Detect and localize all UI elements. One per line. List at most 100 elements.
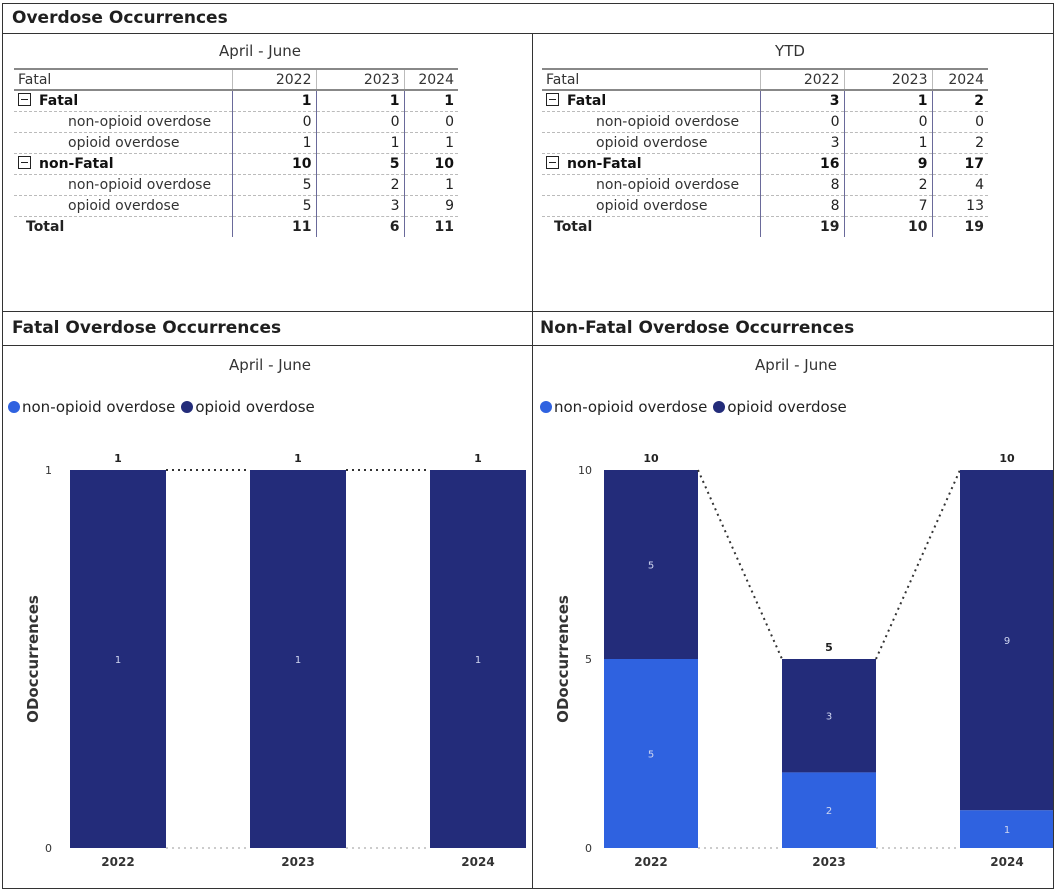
header-year[interactable]: 2023 <box>844 69 932 90</box>
header-year[interactable]: 2023 <box>316 69 404 90</box>
row-label-cell: non-Fatal <box>542 153 760 174</box>
legend-swatch-non-opioid <box>8 401 20 413</box>
table-cell: 8 <box>760 195 844 216</box>
row-label: non-Fatal <box>567 156 642 172</box>
header-year[interactable]: 2022 <box>760 69 844 90</box>
legend-label[interactable]: non-opioid overdose <box>554 398 707 416</box>
row-label: non-opioid overdose <box>14 111 232 132</box>
table-cell: 11 <box>232 216 316 237</box>
table-row-group: Fatal 1 1 1 <box>14 90 458 111</box>
bar-data-label: 2 <box>826 806 832 817</box>
collapse-icon[interactable] <box>18 156 31 169</box>
row-label: non-Fatal <box>39 156 114 172</box>
row-label: Total <box>542 216 760 237</box>
table-cell: 11 <box>404 216 458 237</box>
table-cell: 19 <box>932 216 988 237</box>
table-cell: 1 <box>232 132 316 153</box>
table-cell: 10 <box>844 216 932 237</box>
table-row-total: Total 19 10 19 <box>542 216 988 237</box>
row-label-cell: Fatal <box>542 90 760 111</box>
legend-label[interactable]: opioid overdose <box>195 398 314 416</box>
row-label: opioid overdose <box>14 132 232 153</box>
table-cell: 1 <box>844 90 932 111</box>
table-cell: 1 <box>404 90 458 111</box>
table-row-group: non-Fatal 16 9 17 <box>542 153 988 174</box>
table-cell: 17 <box>932 153 988 174</box>
bar-data-label: 5 <box>648 561 654 572</box>
header-year[interactable]: 2024 <box>404 69 458 90</box>
page-title: Overdose Occurrences <box>12 8 228 28</box>
table-cell: 13 <box>932 195 988 216</box>
table-cell: 5 <box>232 195 316 216</box>
table-cell: 3 <box>760 132 844 153</box>
bar-data-label: 1 <box>295 655 301 666</box>
x-tick-label: 2022 <box>101 855 134 869</box>
table-cell: 3 <box>316 195 404 216</box>
row-label: Total <box>14 216 232 237</box>
header-year[interactable]: 2022 <box>232 69 316 90</box>
table-cell: 1 <box>844 132 932 153</box>
collapse-icon[interactable] <box>546 156 559 169</box>
table-cell: 19 <box>760 216 844 237</box>
table-cell: 9 <box>404 195 458 216</box>
collapse-icon[interactable] <box>18 93 31 106</box>
table-row: opioid overdose 5 3 9 <box>14 195 458 216</box>
chart-title-divider <box>2 345 1054 346</box>
bar-data-label: 1 <box>115 655 121 666</box>
table-cell: 1 <box>316 132 404 153</box>
bar-data-label: 3 <box>826 712 832 723</box>
table-cell: 10 <box>232 153 316 174</box>
nonfatal-bar-chart: ODoccurrences051055102022235202319102024 <box>534 440 1053 886</box>
y-axis-label: ODoccurrences <box>24 595 42 723</box>
table-row-group: non-Fatal 10 5 10 <box>14 153 458 174</box>
fatal-bar-chart: ODoccurrences 0 1 1 1 2022 1 1 2023 1 1 2024 <box>4 440 531 886</box>
bar-total-label: 1 <box>114 452 122 465</box>
row-label-cell: non-Fatal <box>14 153 232 174</box>
x-tick-label: 2024 <box>990 855 1023 869</box>
row-label: opioid overdose <box>14 195 232 216</box>
table-row: non-opioid overdose 8 2 4 <box>542 174 988 195</box>
collapse-icon[interactable] <box>546 93 559 106</box>
table-row: non-opioid overdose 0 0 0 <box>542 111 988 132</box>
bar-total-label: 1 <box>474 452 482 465</box>
x-tick-label: 2023 <box>281 855 314 869</box>
table-row-group: Fatal 3 1 2 <box>542 90 988 111</box>
table-cell: 2 <box>844 174 932 195</box>
table-row: opioid overdose 8 7 13 <box>542 195 988 216</box>
table-cell: 1 <box>316 90 404 111</box>
table-subtitle-ytd: YTD <box>540 42 1040 60</box>
legend-label[interactable]: opioid overdose <box>727 398 846 416</box>
bar-data-label: 1 <box>475 655 481 666</box>
table-cell: 5 <box>316 153 404 174</box>
table-cell: 0 <box>844 111 932 132</box>
table-row: opioid overdose 3 1 2 <box>542 132 988 153</box>
bar-total-label: 5 <box>825 641 833 654</box>
header-year[interactable]: 2024 <box>932 69 988 90</box>
table-cell: 2 <box>932 90 988 111</box>
table-cell: 10 <box>404 153 458 174</box>
row-label: opioid overdose <box>542 195 760 216</box>
legend-swatch-opioid <box>181 401 193 413</box>
row-label: non-opioid overdose <box>542 111 760 132</box>
header-label: Fatal <box>542 69 760 90</box>
total-connector-line <box>876 470 960 659</box>
table-cell: 1 <box>232 90 316 111</box>
table-header-row: Fatal 2022 2023 2024 <box>542 69 988 90</box>
bar-total-label: 10 <box>999 452 1015 465</box>
pivot-table-ytd: Fatal 2022 2023 2024 Fatal 3 1 2 non-opi… <box>542 68 988 237</box>
table-cell: 9 <box>844 153 932 174</box>
legend-swatch-opioid <box>713 401 725 413</box>
table-cell: 2 <box>932 132 988 153</box>
bar-data-label: 1 <box>1004 825 1010 836</box>
title-bar-divider <box>2 33 1054 34</box>
row-label: Fatal <box>39 93 78 109</box>
table-cell: 8 <box>760 174 844 195</box>
chart-legend-nonfatal: non-opioid overdose opioid overdose <box>540 398 847 416</box>
table-header-row: Fatal 2022 2023 2024 <box>14 69 458 90</box>
legend-label[interactable]: non-opioid overdose <box>22 398 175 416</box>
table-cell: 16 <box>760 153 844 174</box>
chart-subtitle-fatal: April - June <box>10 356 530 374</box>
table-row: opioid overdose 1 1 1 <box>14 132 458 153</box>
row-label: Fatal <box>567 93 606 109</box>
table-subtitle-quarter: April - June <box>10 42 510 60</box>
